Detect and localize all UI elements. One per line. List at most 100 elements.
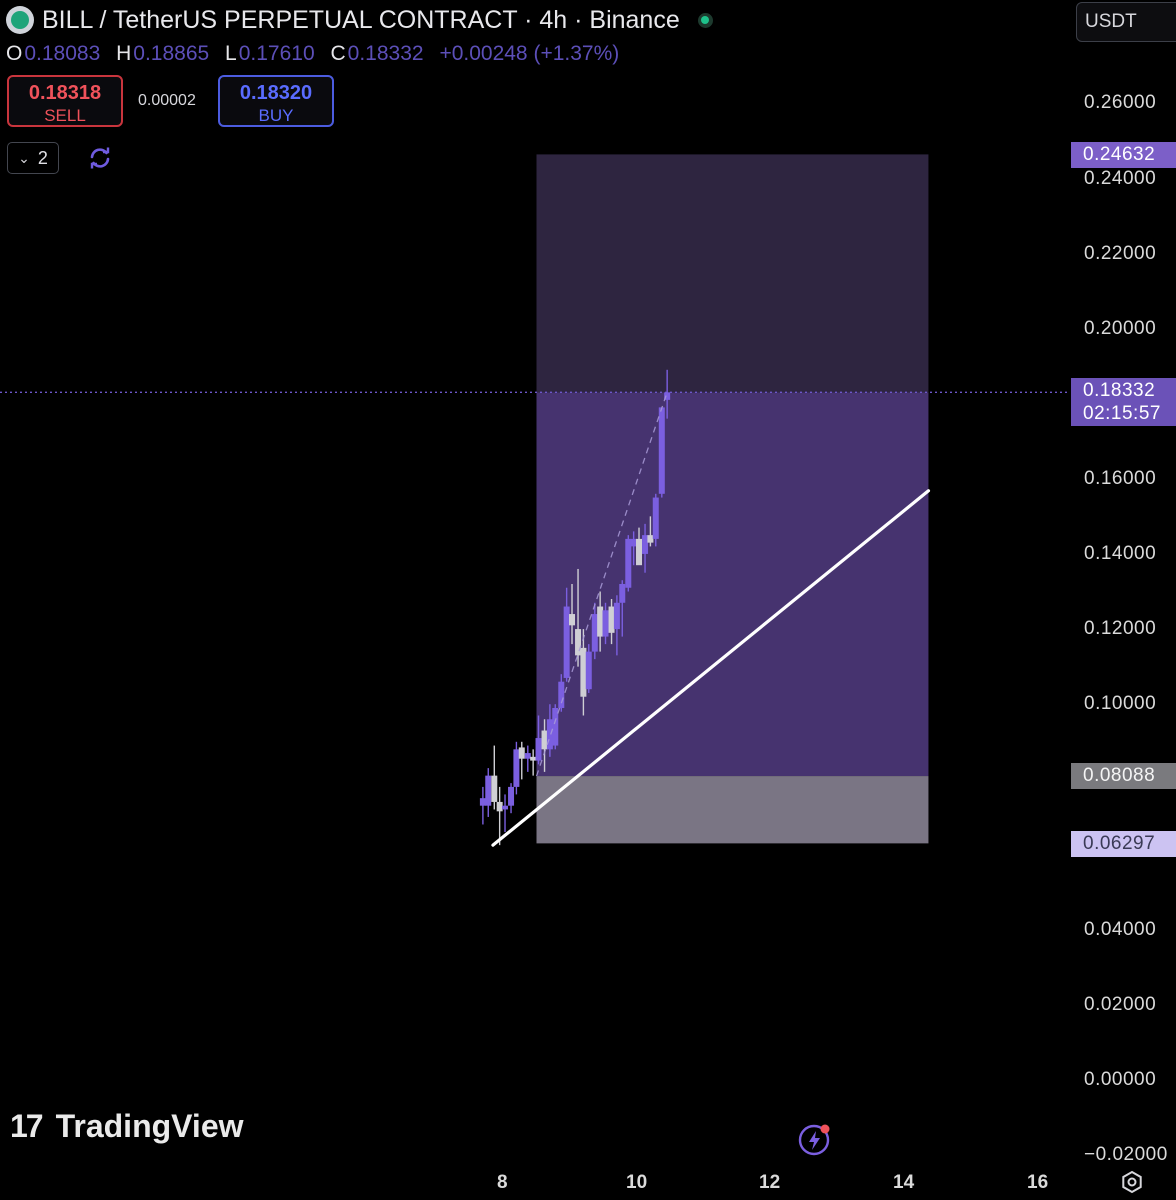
candle-body (575, 629, 582, 656)
entry-price-tag: 0.08088 (1071, 763, 1176, 789)
price-tick: 0.24000 (1084, 168, 1157, 189)
target-zone-upper (536, 154, 929, 393)
sell-button[interactable]: 0.18318 SELL (7, 75, 123, 127)
candle-body (585, 651, 592, 690)
candle-body (535, 738, 542, 761)
candle-body (485, 775, 492, 806)
price-tick: 0.14000 (1084, 543, 1157, 564)
symbol-title-row[interactable]: BILL / TetherUS PERPETUAL CONTRACT · 4h … (6, 4, 713, 36)
candle-body (569, 614, 576, 626)
price-tick: 0.12000 (1084, 618, 1157, 639)
candle (647, 516, 654, 547)
candle (491, 745, 498, 810)
candle-body (530, 756, 537, 761)
candle-body (608, 606, 615, 633)
candle (541, 719, 548, 772)
buy-button[interactable]: 0.18320 BUY (218, 75, 334, 127)
candle-body (580, 647, 587, 697)
candle-body (591, 614, 598, 652)
candle (608, 599, 615, 645)
price-tick: 0.04000 (1084, 919, 1157, 940)
spread-value: 0.00002 (138, 92, 196, 109)
price-tick: 0.22000 (1084, 243, 1157, 264)
ohlc-label-low: L (225, 42, 237, 65)
candle (518, 741, 525, 780)
candle-body (630, 538, 637, 547)
candle (479, 786, 486, 825)
lightning-icon[interactable] (798, 1122, 832, 1156)
collapse-indicators-button[interactable]: ⌄ 2 (7, 142, 59, 174)
candle (496, 786, 503, 846)
price-tick: 0.20000 (1084, 318, 1157, 339)
candle-body (602, 610, 609, 637)
candle (652, 493, 659, 547)
ohlc-label-open: O (6, 42, 23, 65)
candle (569, 583, 576, 645)
sell-price: 0.18318 (28, 82, 102, 104)
candle (530, 749, 537, 776)
candle (585, 644, 592, 693)
candle (597, 591, 604, 652)
candle (613, 595, 620, 656)
settings-gear-icon[interactable] (1120, 1170, 1144, 1194)
candle (563, 587, 570, 682)
candle-body (491, 775, 498, 802)
currency-label: USDT (1085, 11, 1137, 32)
candle (625, 535, 632, 592)
ohlc-value-high: 0.18865 (133, 42, 210, 65)
candle (524, 745, 531, 772)
price-tick: 0.02000 (1084, 994, 1157, 1015)
candle (502, 794, 509, 832)
ohlc-change: +0.00248 (+1.37%) (439, 42, 620, 65)
candle-body (552, 707, 559, 746)
ohlc-value-close: 0.18332 (347, 42, 424, 65)
candle-body (664, 392, 671, 400)
candle (535, 715, 542, 765)
sync-icon[interactable] (88, 146, 112, 170)
price-tick: 0.00000 (1084, 1069, 1157, 1090)
price-tick: 0.16000 (1084, 468, 1157, 489)
symbol-title: BILL / TetherUS PERPETUAL CONTRACT · 4h … (42, 5, 680, 34)
current-price-value: 0.18332 (1083, 380, 1156, 401)
market-status-icon (697, 12, 713, 28)
candle-body (518, 747, 525, 759)
candle-body (496, 801, 503, 812)
candle-body (636, 538, 643, 566)
candle (602, 602, 609, 645)
price-tick: 0.26000 (1084, 92, 1157, 113)
ohlc-label-close: C (330, 42, 346, 65)
candle-body (647, 535, 654, 543)
candle-body (613, 602, 620, 630)
candle-body (524, 753, 531, 759)
tradingview-brand[interactable]: 17 TradingView (10, 1108, 244, 1145)
projection-line (535, 392, 668, 777)
candle-body (502, 805, 509, 810)
candle (642, 523, 649, 573)
candle (485, 768, 492, 817)
trendline[interactable] (491, 489, 931, 847)
candle-body (563, 606, 570, 678)
candle-body (508, 786, 515, 806)
ohlc-value-open: 0.18083 (24, 42, 101, 65)
indicator-count: 2 (37, 147, 48, 168)
buy-label: BUY (258, 106, 294, 125)
sell-label: SELL (44, 106, 86, 125)
candle (636, 527, 643, 566)
candle (546, 704, 553, 757)
candle-body (642, 535, 649, 554)
candle-body (479, 798, 486, 806)
candle-body (652, 497, 659, 539)
candle-body (625, 538, 632, 588)
candle (575, 568, 582, 667)
candle (591, 602, 598, 660)
chart-header: BILL / TetherUS PERPETUAL CONTRACT · 4h … (0, 0, 1176, 174)
candle-countdown: 02:15:57 (1083, 403, 1161, 424)
buy-price: 0.18320 (239, 82, 313, 104)
candle-body (513, 749, 520, 787)
ohlc-legend: O0.18083 H0.18865 L0.17610 C0.18332 +0.0… (6, 42, 619, 66)
time-tick: 10 (626, 1172, 648, 1193)
candle (580, 629, 587, 716)
currency-selector[interactable]: USDT (1076, 2, 1176, 42)
candle-body (541, 730, 548, 750)
